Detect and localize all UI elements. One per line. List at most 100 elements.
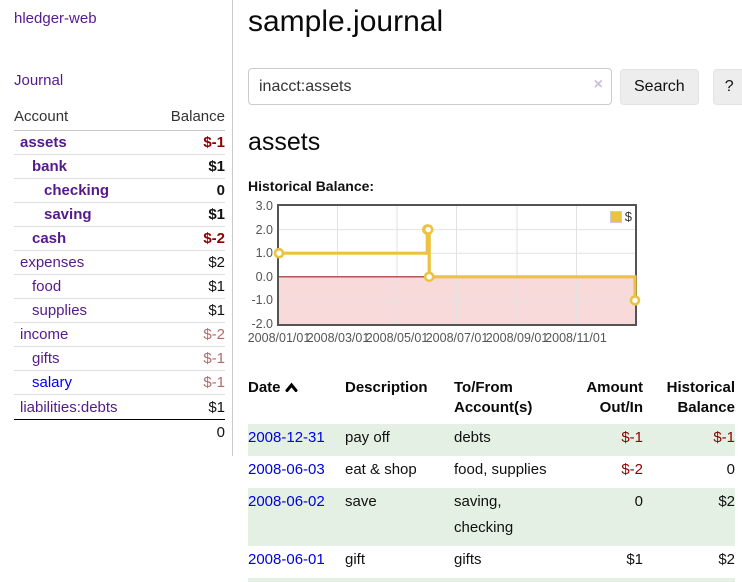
transaction-balance: $2 [643,488,735,546]
account-link[interactable]: liabilities:debts [14,399,118,416]
account-link[interactable]: checking [14,182,109,199]
page-title: sample.journal [248,5,736,39]
y-axis-tick-label: -1.0 [248,293,273,307]
sort-ascending-icon [285,378,298,398]
account-row: saving $1 [14,203,225,227]
accounts-total-value: 0 [217,424,225,441]
account-balance: $-2 [203,230,225,247]
transaction-amount: $1 [566,578,643,582]
balance-column-header: Balance [171,108,225,125]
account-column-header: Account [14,108,68,125]
transaction-accounts: food, supplies [454,456,566,488]
account-balance: $-2 [203,326,225,343]
chart-canvas [279,206,635,324]
column-header-date[interactable]: Date [248,376,345,424]
chart-label: Historical Balance: [248,178,736,194]
accounts-list: assets $-1 bank $1 checking 0 saving $1 … [14,131,225,419]
accounts-total-row: 0 [14,419,225,444]
account-balance: $-1 [203,374,225,391]
y-axis-tick-label: 0.0 [248,270,273,284]
transaction-accounts: saving, checking [454,488,566,546]
account-balance: $1 [208,206,225,223]
help-button[interactable]: ? [713,69,742,105]
account-row: checking 0 [14,179,225,203]
transaction-amount: $-1 [566,424,643,456]
account-balance: $-1 [203,350,225,367]
column-header-accounts: To/From Account(s) [454,376,566,424]
transaction-row: 2008-06-01 gift gifts $1 $2 [248,546,735,578]
account-link[interactable]: gifts [14,350,60,367]
column-header-balance: Historical Balance [643,376,735,424]
transaction-date-link[interactable]: 2008-06-02 [248,493,325,510]
search-input[interactable] [248,68,612,105]
legend-label: $ [625,209,632,224]
app-title-link[interactable]: hledger-web [14,10,97,27]
transaction-description: gift [345,546,454,578]
transaction-date-link[interactable]: 2008-06-03 [248,461,325,478]
transaction-accounts: gifts [454,546,566,578]
y-axis-tick-label: 3.0 [248,199,273,213]
transaction-balance: $1 [643,578,735,582]
sidebar: hledger-web Journal Account Balance asse… [0,0,233,456]
transaction-amount: $-2 [566,456,643,488]
transaction-description: eat & shop [345,456,454,488]
y-axis-tick-label: 1.0 [248,246,273,260]
transaction-balance: $-1 [643,424,735,456]
account-row: cash $-2 [14,227,225,251]
sidebar-item-journal[interactable]: Journal [14,72,63,89]
transaction-amount: $1 [566,546,643,578]
account-row: salary $-1 [14,371,225,395]
main-content: sample.journal × Search ? assets Histori… [248,0,736,582]
x-axis-tick-label: 2008/07/01 [426,331,489,345]
transaction-amount: 0 [566,488,643,546]
historical-balance-chart: $ 3.02.01.00.0-1.0-2.02008/01/012008/03/… [248,204,736,354]
account-row: income $-2 [14,323,225,347]
x-axis-tick-label: 2008/03/01 [307,331,370,345]
legend-swatch-icon [610,211,622,223]
transaction-date-link[interactable]: 2008-12-31 [248,429,325,446]
account-link[interactable]: saving [14,206,92,223]
account-row: gifts $-1 [14,347,225,371]
transaction-row: 2008-06-02 save saving, checking 0 $2 [248,488,735,546]
transaction-description: pay off [345,424,454,456]
account-link[interactable]: salary [14,374,72,391]
register-table: Date Description To/From Account(s) Amou… [248,376,735,582]
account-heading: assets [248,128,736,157]
chart-legend: $ [609,209,633,224]
account-link[interactable]: cash [14,230,66,247]
transaction-row: 2008-06-03 eat & shop food, supplies $-2… [248,456,735,488]
transaction-description: save [345,488,454,546]
account-row: food $1 [14,275,225,299]
account-balance: 0 [217,182,225,199]
account-row: expenses $2 [14,251,225,275]
account-balance: $1 [208,399,225,416]
search-box: × [248,68,612,105]
account-link[interactable]: assets [14,134,67,151]
x-axis-tick-label: 2008/01/01 [248,331,311,345]
search-button[interactable]: Search [620,69,699,105]
y-axis-tick-label: 2.0 [248,223,273,237]
account-link[interactable]: bank [14,158,67,175]
account-row: bank $1 [14,155,225,179]
account-row: supplies $1 [14,299,225,323]
account-balance: $2 [208,254,225,271]
transaction-balance: $2 [643,546,735,578]
transaction-description: income [345,578,454,582]
account-balance: $1 [208,158,225,175]
account-link[interactable]: expenses [14,254,84,271]
transaction-row: 2008-12-31 pay off debts $-1 $-1 [248,424,735,456]
clear-search-icon[interactable]: × [594,76,603,94]
x-axis-tick-label: 2008/05/01 [366,331,429,345]
y-axis-tick-label: -2.0 [248,317,273,331]
account-link[interactable]: supplies [14,302,87,319]
accounts-table: Account Balance assets $-1 bank $1 check… [14,107,225,444]
account-balance: $1 [208,278,225,295]
search-row: × Search ? [248,68,736,105]
transaction-date-link[interactable]: 2008-06-01 [248,551,325,568]
account-link[interactable]: income [14,326,68,343]
x-axis-tick-label: 2008/11/01 [545,331,607,345]
account-row: assets $-1 [14,131,225,155]
account-link[interactable]: food [14,278,61,295]
accounts-table-header: Account Balance [14,107,225,131]
chart-plot-area: $ [277,204,637,326]
